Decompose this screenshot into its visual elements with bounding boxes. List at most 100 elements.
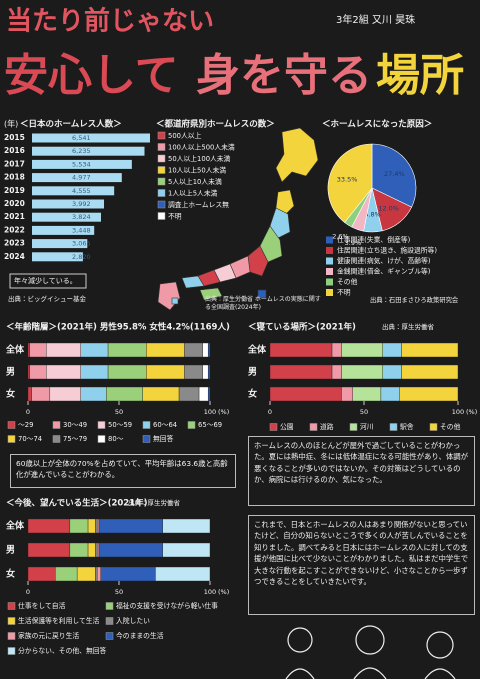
- bar-segment: [80, 364, 109, 380]
- bar-segment: [98, 518, 163, 534]
- legend-label: 仕事をして自活: [18, 601, 66, 610]
- bar-segment: [96, 542, 100, 558]
- legend-label: 500人以上: [168, 131, 202, 140]
- author: 3年2組 又川 昊珠: [336, 13, 415, 26]
- x-tick-label: 100: [204, 588, 216, 596]
- legend-label: 福祉の支援を受けながら軽い仕事: [116, 601, 218, 610]
- bar-segment: [55, 566, 78, 582]
- bar-segment: [184, 364, 203, 380]
- legend-swatch: [7, 421, 16, 429]
- title-part: 安心して: [4, 50, 179, 101]
- legend-label: 調査上ホームレス無: [168, 200, 229, 209]
- legend-label: 生活保護等を利用して生活: [18, 616, 100, 625]
- legend-label: 80～: [108, 435, 124, 443]
- legend-label: 不明: [337, 289, 351, 297]
- legend-swatch: [97, 435, 106, 443]
- legend-swatch: [349, 423, 358, 431]
- legend-label: 70～74: [18, 435, 42, 443]
- title-line1: 当たり前じゃない: [6, 6, 214, 37]
- bar: [32, 186, 115, 196]
- bar-segment: [162, 518, 211, 534]
- bar: [32, 159, 132, 169]
- legend-swatch: [309, 423, 318, 431]
- bar-segment: [46, 364, 81, 380]
- legend-label: 30～49: [63, 421, 87, 429]
- japan-map: [157, 127, 319, 311]
- bar-segment: [207, 386, 211, 402]
- source: 出典：石田まさひろ政策研究会: [370, 295, 459, 304]
- bar-segment: [382, 364, 402, 380]
- legend-label: 公園: [280, 423, 294, 431]
- legend-swatch: [105, 602, 114, 610]
- y-axis-label: (年): [4, 119, 18, 129]
- bar-segment: [380, 386, 400, 402]
- legend-swatch: [157, 177, 166, 186]
- bar-segment: [155, 566, 211, 582]
- legend-swatch: [326, 257, 333, 265]
- x-tick-label: 0: [26, 588, 30, 596]
- data-label: 2,820: [72, 253, 91, 261]
- bar-segment: [146, 342, 185, 358]
- bar: [32, 212, 101, 222]
- bar-segment: [202, 364, 209, 380]
- legend-swatch: [7, 632, 16, 640]
- legend-swatch: [326, 236, 333, 244]
- row-label: 全体: [248, 344, 267, 356]
- bar-segment: [87, 542, 96, 558]
- x-tick-label: 100: [452, 408, 464, 416]
- legend-label: 不明: [168, 213, 182, 221]
- bar-segment: [29, 342, 47, 358]
- bar-segment: [341, 364, 384, 380]
- legend-label: 50～59: [108, 421, 132, 429]
- legend-swatch: [7, 602, 16, 610]
- bar-segment: [331, 342, 342, 358]
- bar-segment: [27, 342, 31, 358]
- pie-slice: [371, 143, 417, 208]
- legend-swatch: [326, 278, 333, 286]
- bar-segment: [399, 386, 459, 402]
- x-axis-label: (%): [218, 408, 229, 416]
- data-label: 6,235: [72, 147, 91, 155]
- legend-label: 入院したい: [116, 616, 150, 625]
- data-label: 4,555: [72, 187, 91, 195]
- legend-label: 1人以上5人未満: [168, 189, 218, 198]
- bar-segment: [29, 364, 47, 380]
- legend-swatch: [326, 247, 333, 254]
- map-title: ＜都道府県別ホームレスの数＞: [156, 119, 275, 130]
- bar: [32, 225, 95, 235]
- legend-label: 分からない、その他、無回答: [18, 646, 107, 655]
- x-axis-label: (%): [466, 408, 477, 416]
- y-tick-label: 2018: [4, 173, 25, 182]
- legend-label: 河川: [360, 423, 374, 431]
- data-label: 27.4%: [384, 170, 405, 178]
- bar-segment: [46, 342, 81, 358]
- bar-segment: [106, 386, 143, 402]
- legend-swatch: [142, 421, 151, 429]
- data-label: 33.5%: [337, 175, 358, 183]
- y-tick-label: 2019: [4, 186, 25, 195]
- data-label: 3.9%: [345, 239, 362, 247]
- data-label: 12.0%: [378, 205, 399, 213]
- y-tick-label: 2023: [4, 239, 25, 248]
- legend-label: 5人以上10人未満: [168, 177, 222, 186]
- bar-segment: [341, 342, 384, 358]
- source: 出典：厚生労働省: [128, 498, 181, 507]
- legend-swatch: [187, 421, 196, 429]
- legend-swatch: [157, 154, 166, 163]
- bar-segment: [95, 518, 98, 534]
- bar-segment: [202, 342, 209, 358]
- row-label: 女: [248, 388, 257, 400]
- bar: [32, 133, 150, 143]
- bar-segment: [80, 342, 109, 358]
- row-label: 男: [6, 545, 15, 556]
- title-part: 身を守る: [196, 50, 372, 101]
- data-label: 6,541: [72, 134, 91, 142]
- map-source: 出典：厚生労働省 ホームレスの実態に関する全国調査(2024年): [205, 296, 321, 311]
- legend-swatch: [7, 647, 16, 655]
- data-label: 3,448: [72, 226, 91, 234]
- x-tick-label: 50: [115, 408, 123, 416]
- data-label: 3,992: [72, 200, 91, 208]
- bar-segment: [69, 518, 89, 534]
- bar-segment: [269, 386, 342, 402]
- data-label: 5,534: [72, 160, 91, 168]
